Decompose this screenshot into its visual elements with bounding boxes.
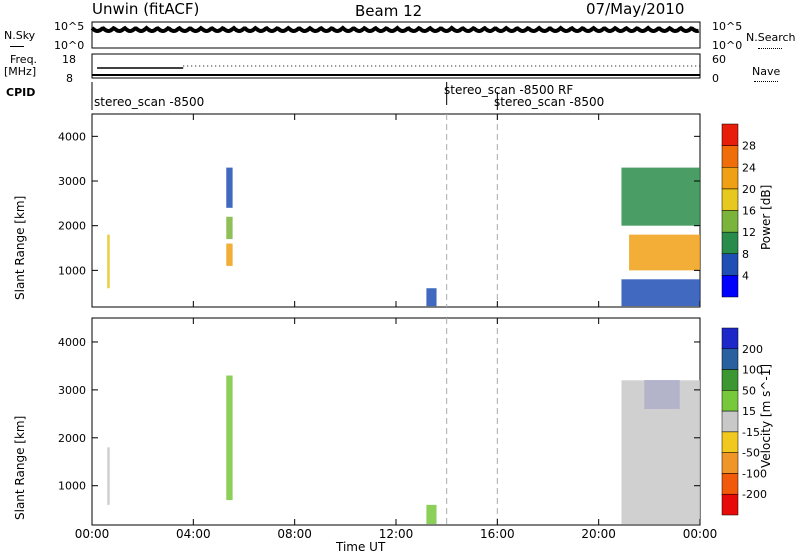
xtick-label-1: 04:00 <box>176 527 211 541</box>
count-tick-left-top: 10^5 <box>54 20 85 33</box>
power-colorbar-swatch-3 <box>721 210 739 233</box>
power-colorbar-tick-5: 24 <box>742 161 756 174</box>
power-colorbar-swatch-2 <box>721 231 739 254</box>
power-colorbar-swatch-5 <box>721 167 739 190</box>
velocity-ytick-label-1: 2000 <box>58 432 86 445</box>
power-cell-2 <box>226 216 233 240</box>
xtick-label-4: 16:00 <box>480 527 515 541</box>
power-cell-5 <box>621 167 700 226</box>
power-cell-3 <box>226 243 233 266</box>
velocity-colorbar-label: Velocity [m s^-1] <box>759 363 773 468</box>
xtick-label-2: 08:00 <box>277 527 312 541</box>
freq-label: Freq. <box>10 53 38 66</box>
velocity-cell-2 <box>426 504 437 525</box>
velocity-colorbar-tick-2: 50 <box>742 384 756 397</box>
velocity-colorbar-tick-1: 100 <box>742 364 763 377</box>
velocity-colorbar-tick-7: -200 <box>742 488 767 501</box>
xtick-label-5: 20:00 <box>581 527 616 541</box>
nave-tick-top: 60 <box>712 53 726 66</box>
nsearch-label: N.Search <box>746 31 796 44</box>
power-colorbar-tick-1: 8 <box>742 248 749 261</box>
velocity-ytick-label-0: 1000 <box>58 480 86 493</box>
velocity-ytick-label-2: 3000 <box>58 384 86 397</box>
power-colorbar-tick-2: 12 <box>742 226 756 239</box>
power-colorbar-swatch-7 <box>721 123 739 146</box>
count-tick-right-top: 10^5 <box>712 20 743 33</box>
nave-tick-bottom: 0 <box>712 72 719 85</box>
nsky-panel-frame <box>91 21 701 49</box>
velocity-cell-0 <box>107 447 110 505</box>
xtick-label-0: 00:00 <box>75 527 110 541</box>
cpid-mode-1: stereo_scan -8500 <box>94 95 205 109</box>
count-tick-right-bottom: 10^0 <box>712 39 743 52</box>
nsky-trace <box>90 25 700 34</box>
power-ytick-label-1: 2000 <box>58 220 86 233</box>
power-colorbar-tick-3: 16 <box>742 205 756 218</box>
power-colorbar-swatch-6 <box>721 145 739 168</box>
velocity-colorbar-swatch-6 <box>721 452 739 474</box>
count-tick-left-bottom: 10^0 <box>54 39 85 52</box>
power-ytick-label-0: 1000 <box>58 264 86 277</box>
velocity-colorbar-tick-5: -50 <box>742 447 760 460</box>
power-colorbar-tick-0: 4 <box>742 269 749 282</box>
power-ytick-label-3: 4000 <box>58 130 86 143</box>
xlabel: Time UT <box>336 540 386 554</box>
cpid-mode-2: stereo_scan -8500 RF <box>444 83 574 97</box>
velocity-colorbar-swatch-3 <box>721 390 739 412</box>
velocity-cell-1 <box>226 375 233 501</box>
power-colorbar-label: Power [dB] <box>759 184 773 250</box>
velocity-panel-frame <box>91 317 701 526</box>
power-panel-frame <box>91 113 701 308</box>
ylabel-power: Slant Range [km] <box>13 195 27 300</box>
date-title: 07/May/2010 <box>586 0 685 18</box>
power-colorbar-swatch-4 <box>721 188 739 211</box>
velocity-ytick-label-3: 4000 <box>58 336 86 349</box>
power-colorbar-swatch-0 <box>721 275 739 298</box>
power-cell-7 <box>621 279 700 307</box>
velocity-colorbar-tick-3: 15 <box>742 405 756 418</box>
velocity-colorbar-swatch-8 <box>721 493 739 516</box>
xtick-label-6: 00:00 <box>683 527 718 541</box>
power-colorbar-tick-4: 20 <box>742 183 756 196</box>
velocity-colorbar-swatch-0 <box>721 327 739 350</box>
power-colorbar-tick-6: 28 <box>742 140 756 153</box>
station-title: Unwin (fitACF) <box>92 0 200 18</box>
power-cell-4 <box>426 288 437 307</box>
power-cell-0 <box>107 234 110 289</box>
cpid-label: CPID <box>6 86 36 99</box>
power-colorbar-swatch-1 <box>721 253 739 276</box>
nave-legend-line <box>754 81 778 82</box>
beam-title: Beam 12 <box>355 2 423 20</box>
power-cell-6 <box>629 234 700 271</box>
velocity-colorbar-swatch-5 <box>721 431 739 453</box>
nsky-legend-line <box>10 46 24 47</box>
nave-label: Nave <box>752 65 781 78</box>
xtick-label-3: 12:00 <box>379 527 414 541</box>
velocity-colorbar-swatch-7 <box>721 473 739 495</box>
freq-unit: [MHz] <box>4 65 37 78</box>
power-ytick-label-2: 3000 <box>58 175 86 188</box>
freq-tick-top: 18 <box>62 53 76 66</box>
freq-tick-bottom: 8 <box>66 72 73 85</box>
power-cell-1 <box>226 167 233 208</box>
velocity-colorbar-swatch-1 <box>721 348 739 370</box>
cpid-mode-3: stereo_scan -8500 <box>494 95 605 109</box>
ylabel-velocity: Slant Range [km] <box>13 415 27 520</box>
nsearch-legend-line <box>758 48 782 49</box>
velocity-colorbar-tick-6: -100 <box>742 467 767 480</box>
velocity-cell-4 <box>621 380 700 525</box>
velocity-colorbar-swatch-4 <box>721 410 739 433</box>
velocity-colorbar-tick-0: 200 <box>742 343 763 356</box>
velocity-colorbar-swatch-2 <box>721 369 739 391</box>
nsky-label: N.Sky <box>4 29 36 42</box>
velocity-colorbar-tick-4: -15 <box>742 426 760 439</box>
